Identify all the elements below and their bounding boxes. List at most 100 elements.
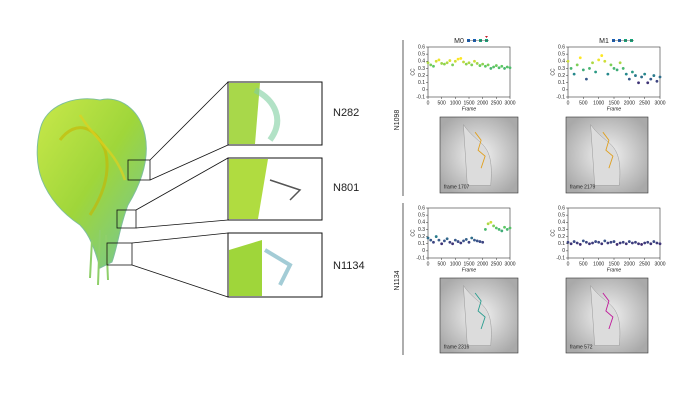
y-axis-label: CC	[410, 68, 416, 76]
data-point	[462, 60, 465, 64]
data-point	[581, 239, 585, 243]
data-point	[437, 238, 441, 242]
data-point	[459, 241, 463, 245]
row-label: N1134	[394, 270, 401, 290]
x-tick-label: 0	[427, 100, 430, 106]
x-axis-label: Frame	[462, 267, 477, 273]
y-tick-label: 0	[422, 87, 425, 93]
data-point	[464, 62, 468, 66]
x-tick-label: 1000	[450, 100, 461, 106]
frame-label: frame 1707	[444, 184, 470, 190]
data-point	[437, 58, 441, 62]
plot-frame	[567, 207, 661, 259]
data-point	[606, 241, 610, 245]
data-point	[603, 239, 607, 243]
data-point	[492, 65, 495, 69]
y-tick-label: 0.4	[418, 59, 425, 65]
density-surface	[463, 123, 492, 186]
data-point	[473, 238, 476, 242]
data-point	[456, 57, 460, 61]
data-point	[566, 59, 570, 63]
x-tick-label: 0	[427, 261, 430, 267]
data-point	[448, 240, 452, 244]
x-tick-label: 500	[437, 100, 446, 106]
data-point	[459, 57, 463, 60]
x-tick-label: 3000	[654, 261, 665, 267]
data-point	[505, 228, 509, 231]
plot-frame	[427, 46, 511, 98]
data-point	[646, 81, 650, 85]
data-point	[489, 67, 493, 70]
data-point	[432, 240, 435, 244]
glycan-model	[474, 292, 486, 330]
data-point	[426, 236, 430, 240]
y-tick-label: 0.2	[418, 234, 425, 240]
data-point	[652, 74, 656, 77]
data-point	[658, 242, 662, 246]
data-point	[624, 72, 628, 76]
data-point	[481, 240, 485, 244]
x-tick-label: 3000	[504, 261, 515, 267]
data-point	[440, 62, 444, 65]
y-tick-label: 0.3	[418, 227, 425, 233]
x-tick-label: 2000	[477, 261, 488, 267]
data-point	[597, 240, 601, 244]
data-point	[494, 64, 498, 67]
data-point	[658, 75, 662, 79]
data-point	[497, 66, 501, 70]
data-point	[572, 240, 576, 243]
x-tick-label: 1500	[608, 261, 619, 267]
y-tick-label: 0.1	[418, 80, 425, 86]
data-point	[615, 243, 619, 246]
data-point	[591, 61, 594, 65]
y-axis-label: CC	[410, 229, 416, 237]
data-point	[643, 241, 647, 245]
data-point	[486, 63, 490, 67]
zoom-connectors	[106, 81, 229, 298]
data-point	[588, 67, 591, 70]
y-tick-label: 0.2	[558, 234, 565, 240]
data-point	[627, 77, 631, 81]
y-tick-label: 0	[562, 248, 565, 254]
data-point	[618, 241, 622, 245]
data-point	[581, 68, 585, 72]
x-tick-label: 2000	[477, 100, 488, 106]
data-point	[624, 242, 628, 246]
y-tick-label: 0.4	[418, 220, 425, 226]
data-point	[494, 226, 498, 230]
x-axis-label: Frame	[607, 106, 622, 112]
density-surface	[463, 284, 492, 346]
data-point	[478, 240, 482, 243]
x-tick-label: 0	[567, 100, 570, 106]
glycan-model	[602, 292, 614, 330]
x-tick-label: 2500	[639, 261, 650, 267]
data-point	[578, 56, 582, 60]
y-tick-label: 0.3	[418, 66, 425, 72]
density-surface	[590, 284, 621, 346]
x-tick-label: 2000	[624, 261, 635, 267]
data-point	[640, 75, 643, 79]
data-point	[505, 65, 509, 69]
column-title: M1	[599, 38, 609, 45]
frame-label: frame 2179	[570, 184, 596, 190]
y-tick-label: -0.1	[416, 94, 425, 100]
y-tick-label: 0.2	[558, 73, 565, 79]
x-tick-label: 2500	[491, 100, 502, 106]
y-tick-label: 0.5	[418, 212, 425, 218]
zoom-panels	[227, 81, 323, 298]
data-point	[649, 77, 653, 81]
data-point	[481, 62, 485, 66]
y-tick-label: 0.3	[558, 66, 565, 72]
data-point	[434, 235, 438, 238]
data-point	[600, 54, 604, 57]
x-tick-label: 3000	[654, 100, 665, 106]
y-axis-label: CC	[550, 229, 556, 237]
y-tick-label: 0.5	[558, 212, 565, 218]
data-point	[503, 225, 506, 229]
x-tick-label: 500	[579, 261, 588, 267]
data-point	[627, 240, 631, 243]
data-point	[609, 63, 613, 67]
y-tick-label: 0	[422, 248, 425, 254]
y-tick-label: 0.6	[418, 44, 425, 50]
